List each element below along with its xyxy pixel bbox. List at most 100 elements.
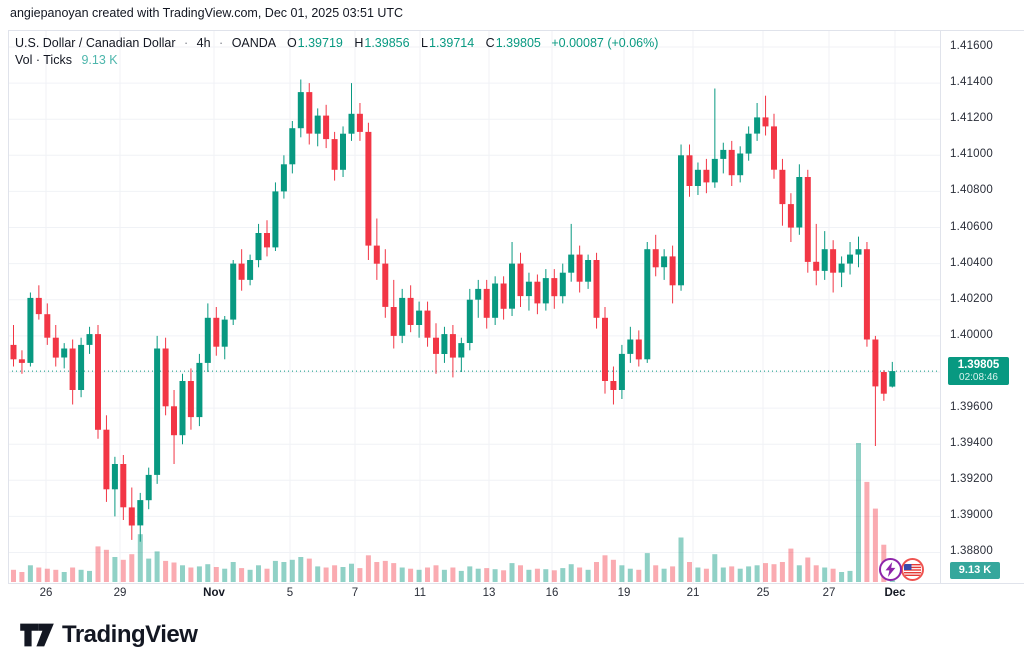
- price-tick-label: 1.39000: [950, 509, 993, 521]
- volume-bar: [619, 565, 625, 582]
- candle-body: [787, 204, 794, 228]
- volume-indicator-label[interactable]: Vol · Ticks: [15, 53, 72, 67]
- time-tick-label: 27: [822, 587, 836, 599]
- candle-body: [475, 288, 482, 300]
- volume-bar: [374, 562, 380, 582]
- volume-bar: [163, 560, 169, 582]
- candle-body: [652, 249, 659, 268]
- volume-bar: [492, 569, 498, 582]
- volume-indicator-value: 9.13 K: [81, 53, 118, 67]
- tradingview-logo[interactable]: TradingView: [20, 620, 198, 650]
- exchange-label[interactable]: OANDA: [231, 36, 276, 50]
- volume-row: Vol · Ticks 9.13 K: [15, 52, 658, 68]
- symbol-title[interactable]: U.S. Dollar / Canadian Dollar: [15, 36, 176, 50]
- volume-bar: [602, 555, 608, 582]
- volume-bar: [467, 566, 473, 582]
- candle-body: [728, 149, 735, 176]
- us-flag-icon: [904, 563, 921, 576]
- high-value: 1.39856: [364, 36, 410, 50]
- volume-bar: [560, 568, 566, 582]
- price-scale-border[interactable]: [940, 30, 941, 583]
- candle-body: [399, 297, 406, 336]
- time-tick-label: 7: [351, 587, 359, 599]
- volume-bar: [433, 565, 439, 582]
- tradingview-logo-text: TradingView: [62, 621, 198, 648]
- volume-bar: [737, 568, 743, 582]
- volume-bar: [670, 566, 676, 582]
- volume-bar: [856, 443, 861, 582]
- candle-body: [525, 281, 532, 297]
- candle-body: [179, 381, 186, 436]
- candle-body: [128, 507, 135, 526]
- candle-body: [585, 260, 592, 282]
- time-scale-border[interactable]: [8, 583, 1024, 584]
- volume-bar: [720, 567, 726, 582]
- attribution-text: angiepanoyan created with TradingView.co…: [10, 6, 404, 20]
- candle-body: [661, 256, 668, 268]
- candle-body: [762, 117, 769, 127]
- candle-body: [69, 348, 76, 390]
- time-tick-label: 13: [482, 587, 496, 599]
- price-tick-label: 1.41200: [950, 112, 993, 124]
- volume-bar: [568, 564, 574, 582]
- candle-body: [449, 334, 456, 358]
- candle-body: [754, 117, 761, 134]
- volume-bar: [289, 559, 295, 582]
- candle-body: [635, 339, 642, 360]
- volume-bar: [44, 568, 50, 582]
- volume-bar: [712, 554, 718, 582]
- volume-bar: [146, 558, 152, 582]
- volume-bar: [475, 568, 481, 582]
- volume-bar: [501, 570, 507, 582]
- volume-bar: [78, 569, 84, 582]
- volume-bar: [180, 565, 185, 582]
- volume-bar: [830, 568, 836, 582]
- price-tick-label: 1.40200: [950, 293, 993, 305]
- economic-event-lightning-icon[interactable]: [879, 558, 902, 581]
- candle-body: [213, 317, 220, 347]
- volume-bar: [518, 565, 523, 582]
- volume-bar: [703, 568, 709, 582]
- low-label: L: [421, 36, 428, 50]
- candle-body: [35, 297, 42, 315]
- candle-body: [872, 339, 879, 387]
- candle-body: [627, 339, 634, 354]
- volume-bar: [230, 562, 236, 582]
- volume-bar: [594, 562, 599, 582]
- candle-body: [458, 343, 465, 358]
- time-tick-label: 25: [756, 587, 770, 599]
- candle-body: [365, 131, 372, 246]
- close-value: 1.39805: [495, 36, 541, 50]
- volume-bar: [61, 572, 67, 582]
- volume-bar: [247, 569, 253, 582]
- volume-bar: [70, 567, 76, 582]
- volume-bar: [509, 563, 515, 582]
- volume-bar: [526, 569, 532, 582]
- volume-bar: [306, 558, 312, 582]
- volume-bar: [11, 569, 16, 582]
- candle-body: [737, 153, 744, 176]
- candle-body: [196, 362, 203, 418]
- volume-bar: [636, 569, 642, 582]
- volume-bar: [543, 569, 549, 582]
- price-tick-label: 1.40400: [950, 257, 993, 269]
- volume-bar: [323, 567, 329, 582]
- interval-label[interactable]: 4h: [196, 36, 211, 50]
- candle-body: [230, 263, 237, 320]
- change-value: +0.00087 (+0.06%): [551, 36, 659, 50]
- candle-body: [331, 139, 338, 170]
- time-tick-label: 21: [686, 587, 700, 599]
- price-tick-label: 1.40800: [950, 184, 993, 196]
- candle-body: [559, 272, 566, 297]
- candle-body: [103, 429, 110, 490]
- candle-body: [720, 149, 727, 159]
- candle-body: [618, 353, 625, 390]
- separator-dot: ·: [183, 36, 189, 50]
- candle-body: [593, 260, 600, 318]
- chart-legend[interactable]: U.S. Dollar / Canadian Dollar · 4h · OAN…: [15, 35, 658, 69]
- candle-body: [416, 310, 423, 325]
- candle-body: [694, 169, 701, 186]
- economic-event-us-flag-icon[interactable]: [901, 558, 924, 581]
